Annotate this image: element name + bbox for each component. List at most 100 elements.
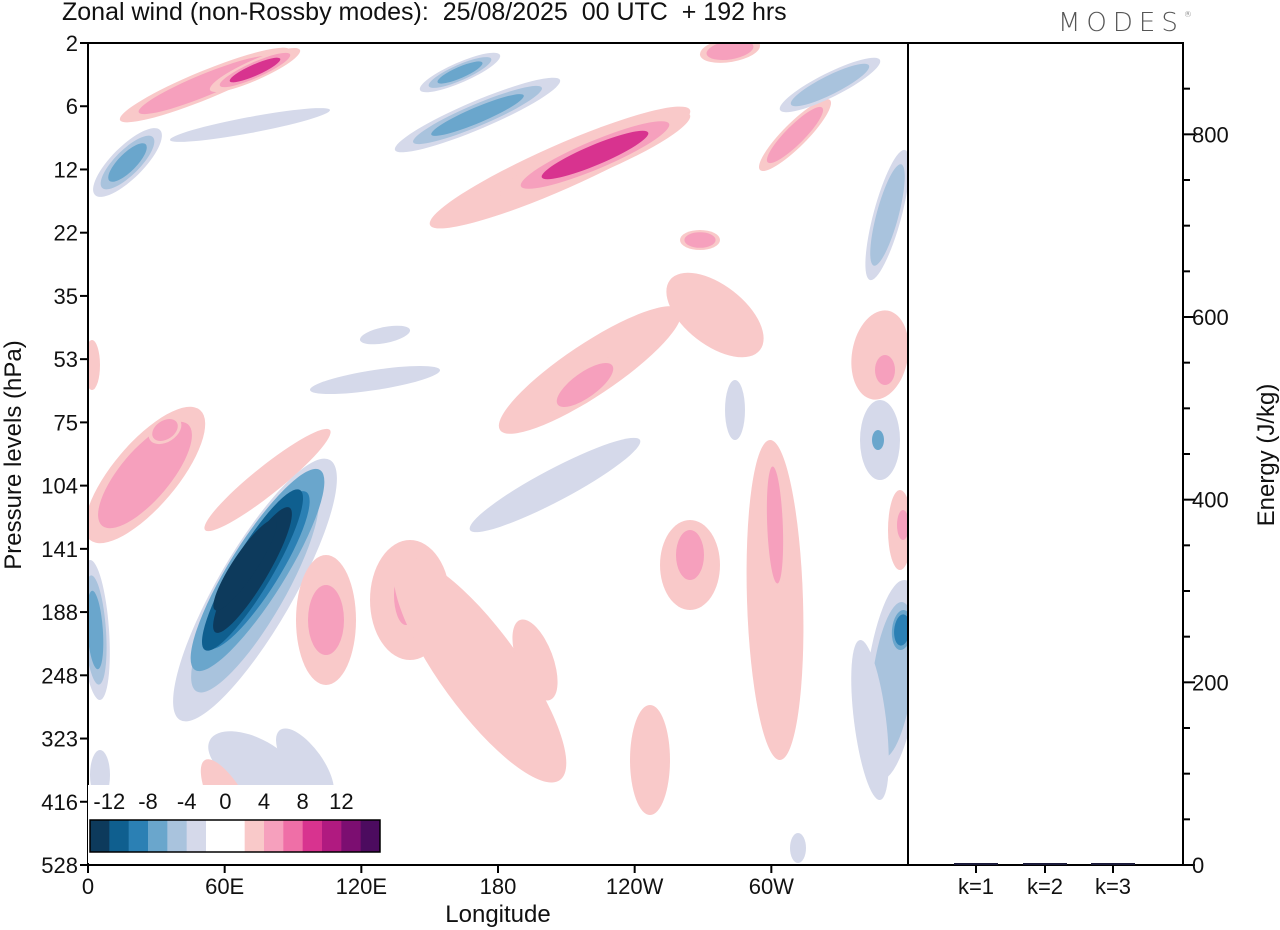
- positive-region: [88, 340, 100, 390]
- y-tick-label: 35: [54, 284, 78, 309]
- colorbar-swatch: [225, 820, 246, 852]
- positive-region: [684, 232, 716, 248]
- colorbar-swatch: [167, 820, 188, 852]
- negative-region: [108, 143, 147, 182]
- positive-region: [676, 530, 704, 580]
- negative-region: [276, 728, 334, 802]
- y-tick-label: 141: [41, 537, 78, 562]
- brand-text: MODES: [1058, 8, 1184, 38]
- colorbar-swatch: [360, 820, 381, 852]
- y-tick-label: 248: [41, 663, 78, 688]
- negative-region: [88, 590, 104, 670]
- positive-region: [746, 439, 804, 761]
- x-axis-title: Longitude: [445, 901, 550, 928]
- positive-region: [229, 57, 281, 83]
- energy-bars: k=1 k=2 k=3: [954, 863, 1135, 899]
- positive-region: [308, 585, 344, 655]
- x-tick-label: 120W: [606, 874, 664, 899]
- negative-region: [790, 63, 870, 107]
- x-axis: 0 60E 120E 180 120W 60W: [82, 865, 794, 899]
- positive-region: [630, 705, 670, 815]
- colorbar-label: -4: [177, 789, 197, 814]
- negative-region: [790, 833, 806, 863]
- negative-region: [894, 614, 908, 646]
- y-tick-label: 104: [41, 474, 78, 499]
- colorbar-swatch: [264, 820, 284, 852]
- negative-region: [851, 639, 889, 801]
- positive-region: [152, 418, 178, 442]
- colorbar-label: -12: [93, 789, 125, 814]
- colorbar-swatch: [283, 820, 304, 852]
- y-tick-label: 416: [41, 790, 78, 815]
- energy-tick-label: 200: [1192, 670, 1229, 695]
- y-tick-label: 188: [41, 600, 78, 625]
- energy-tick-label: 800: [1192, 122, 1229, 147]
- positive-region: [98, 421, 192, 529]
- colorbar-label: 4: [258, 789, 270, 814]
- colorbar-swatch: [128, 820, 149, 852]
- positive-region: [556, 363, 614, 407]
- y-tick-label: 22: [54, 221, 78, 246]
- x-tick-label: 60W: [749, 874, 794, 899]
- x-tick-label: 60E: [205, 874, 244, 899]
- energy-axis: 0 200 400 600 800: [1183, 87, 1229, 878]
- positive-region: [706, 43, 754, 61]
- colorbar-swatch: [341, 820, 362, 852]
- colorbar-swatch: [322, 820, 342, 852]
- colorbar-swatch: [302, 820, 323, 852]
- colorbar-swatch: [244, 820, 265, 852]
- brand-mark: ®: [1183, 10, 1192, 20]
- colorbar-swatch: [109, 820, 130, 852]
- positive-region: [512, 619, 558, 701]
- negative-region: [309, 365, 441, 395]
- colorbar-label: -8: [138, 789, 158, 814]
- positive-region: [897, 510, 908, 540]
- positive-region: [138, 55, 272, 115]
- positive-region: [541, 130, 649, 180]
- colorbar-swatch: [90, 820, 110, 852]
- colorbar-frame: [89, 819, 381, 853]
- y-tick-label: 528: [41, 853, 78, 878]
- energy-bar-k=1: [954, 863, 998, 865]
- y-tick-label: 53: [54, 347, 78, 372]
- positive-region: [393, 557, 567, 783]
- positive-region: [766, 106, 824, 164]
- y-axis: 2 6 12 22 35 53 75 104 141 188 248 323 416 528: [41, 31, 88, 878]
- colorbar-swatch: [206, 820, 226, 852]
- energy-tick-label: 600: [1192, 305, 1229, 330]
- colorbar-label: 0: [219, 789, 231, 814]
- negative-region: [870, 164, 905, 266]
- colorbar-swatch: [148, 820, 168, 852]
- positive-region: [875, 355, 895, 385]
- brand-logo: MODES®: [1058, 8, 1192, 38]
- energy-x-label: k=3: [1095, 874, 1131, 899]
- y-tick-label: 6: [66, 94, 78, 119]
- positive-region: [666, 272, 764, 358]
- negative-region: [437, 61, 483, 84]
- energy-tick-label: 400: [1192, 488, 1229, 513]
- x-tick-label: 0: [82, 874, 94, 899]
- y-tick-label: 2: [66, 31, 78, 56]
- y-axis-title: Pressure levels (hPa): [0, 340, 27, 569]
- x-tick-label: 180: [480, 874, 517, 899]
- negative-region: [213, 519, 277, 611]
- colorbar: -12 -8 -4 0 4 8 12: [88, 785, 383, 863]
- colorbar-swatch: [186, 820, 207, 852]
- energy-bar-k=3: [1091, 863, 1135, 865]
- energy-tick-label: 0: [1192, 853, 1204, 878]
- energy-bar-k=2: [1023, 863, 1067, 865]
- negative-region: [359, 325, 411, 345]
- colorbar-label: 8: [297, 789, 309, 814]
- y-tick-label: 323: [41, 727, 78, 752]
- energy-axis-title: Energy (J/kg): [1253, 384, 1280, 527]
- negative-region: [431, 94, 524, 136]
- y-tick-label: 12: [54, 157, 78, 182]
- negative-region: [169, 108, 331, 142]
- positive-region: [851, 310, 908, 400]
- positive-region: [766, 466, 784, 584]
- x-tick-label: 120E: [336, 874, 387, 899]
- colorbar-label: 12: [329, 789, 353, 814]
- negative-region: [469, 437, 641, 533]
- chart-title: Zonal wind (non-Rossby modes): 25/08/202…: [62, 0, 787, 26]
